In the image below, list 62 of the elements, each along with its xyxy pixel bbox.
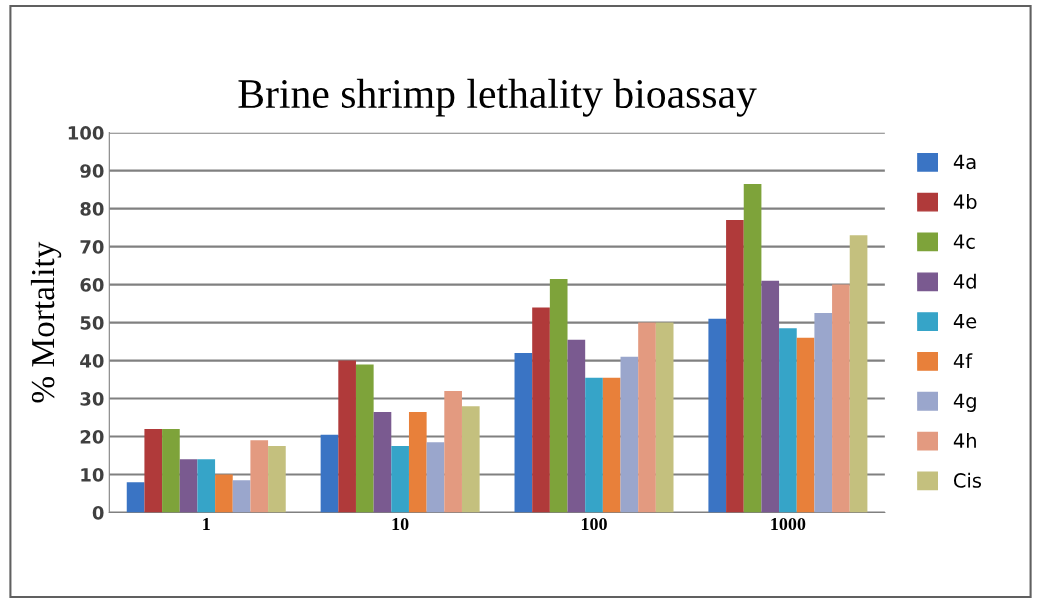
y-tick-label: 0 [92,506,104,520]
bar [426,442,445,513]
y-tick-label: 90 [80,164,104,178]
y-tick-label: 20 [80,430,104,444]
bar [461,406,480,513]
bar [144,428,163,513]
bar [849,235,868,513]
y-tick-label: 80 [80,202,104,216]
x-tick-label: 1 [203,518,210,530]
legend-label: 4g [953,393,976,412]
bar [832,284,850,513]
bar [162,428,180,513]
bar [215,474,233,513]
bar [126,482,145,513]
bar [391,446,409,513]
bar [320,434,339,513]
legend-label: 4c [953,234,975,249]
bar [444,390,462,513]
y-tick-label: 50 [80,316,104,330]
y-tick-label: 60 [80,278,104,292]
bar [567,339,586,513]
bar [232,480,251,513]
bar [814,313,833,513]
bar [268,446,286,513]
bar [796,337,815,513]
bar [620,356,639,513]
y-tick-label: 70 [80,240,104,254]
bar [338,360,356,513]
bar [532,307,550,513]
bar [726,220,744,513]
legend-label: Cis [953,472,982,488]
bar [408,411,427,513]
bar [638,322,656,513]
bar [655,322,674,513]
bar [708,318,727,513]
chart-title: Brine shrimp lethality bioassay [238,78,757,117]
bar [585,377,603,513]
bar [514,353,533,513]
x-tick-label: 10 [392,517,409,531]
bar [179,459,198,513]
bar [779,328,797,513]
legend-label: 4a [953,154,976,170]
bar [250,440,269,513]
x-tick-label: 1000 [771,517,806,531]
bar [761,280,780,513]
legend-label: 4b [953,194,977,210]
bar [549,278,568,513]
legend-label: 4e [953,314,977,329]
bar [197,459,216,513]
legend-label: 4h [953,432,976,448]
bar [373,411,392,513]
y-tick-label: 10 [81,468,104,482]
bar [355,364,374,513]
y-tick-label: 100 [68,126,104,140]
bar [602,377,621,513]
y-tick-label: 40 [80,354,104,368]
legend-label: 4d [953,273,976,289]
x-tick-label: 100 [581,517,607,531]
y-tick-label: 30 [80,392,104,406]
legend-label: 4f [953,353,973,369]
bar [743,183,762,513]
y-axis-title: % Mortality [30,241,62,403]
